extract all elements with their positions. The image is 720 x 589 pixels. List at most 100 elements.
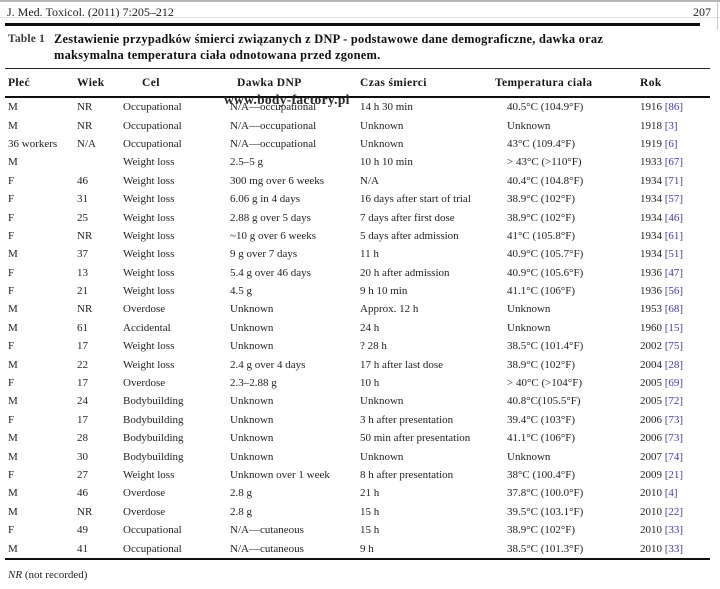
cell-age: 21	[77, 285, 88, 298]
cell-time-of-death: ? 28 h	[360, 340, 387, 353]
year-value: 2009	[640, 469, 662, 481]
reference-link[interactable]: [67]	[664, 156, 684, 169]
reference-link[interactable]: [71]	[664, 174, 684, 187]
table-row: M NR Overdose Unknown Approx. 12 h Unkno…	[5, 300, 710, 318]
cell-body-temperature: Unknown	[507, 450, 551, 463]
cell-body-temperature: 38.5°C (101.3°F)	[507, 542, 584, 555]
year-value: 1934	[640, 229, 662, 242]
running-head: J. Med. Toxicol. (2011) 7:205–212 207	[7, 5, 711, 20]
year-value: 2007	[640, 450, 662, 463]
cell-purpose: Occupational	[123, 119, 182, 132]
cell-dose: Unknown	[230, 340, 274, 353]
cell-year: 2007 [74]	[637, 447, 710, 465]
cell-time-of-death: Unknown	[360, 395, 404, 408]
cell-sex: F	[8, 174, 15, 187]
cell-purpose: Overdose	[123, 303, 166, 316]
cell-sex: F	[8, 229, 15, 242]
reference-link[interactable]: [69]	[664, 377, 684, 390]
table-row: M 46 Overdose 2.8 g 21 h 37.8°C (100.0°F…	[5, 484, 710, 502]
reference-link[interactable]: [73]	[664, 432, 684, 445]
reference-link[interactable]: [22]	[664, 505, 684, 518]
cell-year: 2005 [72]	[637, 392, 710, 410]
cell-dose: N/A—cutaneous	[230, 542, 304, 555]
cell-time-of-death: 24 h	[360, 321, 380, 334]
cell-age: 17	[77, 413, 88, 426]
col-header-dose: Dawka DNP	[230, 68, 360, 98]
col-header-purpose: Cel	[123, 68, 230, 98]
table-row: F 17 Bodybuilding Unknown 3 h after pres…	[5, 411, 710, 429]
year-value: 1916	[640, 101, 662, 114]
cell-dose: N/A—occupational	[230, 101, 317, 114]
reference-link[interactable]: [3]	[664, 119, 678, 132]
table-row: F 21 Weight loss 4.5 g 9 h 10 min 41.1°C…	[5, 282, 710, 300]
table-row: M 37 Weight loss 9 g over 7 days 11 h 40…	[5, 245, 710, 263]
reference-link[interactable]: [33]	[664, 524, 684, 537]
cell-purpose: Weight loss	[123, 340, 175, 353]
footnote-abbreviation: NR	[8, 569, 23, 581]
reference-link[interactable]: [51]	[664, 248, 684, 261]
reference-link[interactable]: [28]	[664, 358, 684, 371]
cell-time-of-death: 3 h after presentation	[360, 413, 454, 426]
cell-time-of-death: 16 days after start of trial	[360, 193, 471, 206]
reference-link[interactable]: [21]	[664, 469, 684, 481]
table-caption: Table 1 Zestawienie przypadków śmierci z…	[8, 32, 666, 63]
cell-age: 24	[77, 395, 88, 408]
cell-body-temperature: 39.5°C (103.1°F)	[507, 505, 584, 518]
reference-link[interactable]: [46]	[664, 211, 684, 224]
reference-link[interactable]: [47]	[664, 266, 684, 279]
cell-sex: F	[8, 469, 15, 481]
cell-dose: Unknown	[230, 303, 274, 316]
reference-link[interactable]: [15]	[664, 321, 684, 334]
table-row: F 17 Overdose 2.3–2.88 g 10 h > 40°C (>1…	[5, 374, 710, 392]
year-value: 1934	[640, 193, 662, 206]
cell-time-of-death: 10 h	[360, 377, 380, 390]
cell-purpose: Weight loss	[123, 193, 175, 206]
reference-link[interactable]: [73]	[664, 413, 684, 426]
cell-purpose: Occupational	[123, 524, 182, 537]
cell-body-temperature: 38.9°C (102°F)	[507, 358, 576, 371]
reference-link[interactable]: [61]	[664, 229, 684, 242]
table-label: Table 1	[8, 33, 46, 45]
cell-sex: M	[8, 450, 18, 463]
reference-link[interactable]: [56]	[664, 285, 684, 298]
cell-sex: M	[8, 487, 18, 500]
cell-year: 1916 [86]	[637, 97, 710, 116]
cell-purpose: Bodybuilding	[123, 432, 184, 445]
cell-dose: 4.5 g	[230, 285, 252, 298]
cell-dose: N/A—cutaneous	[230, 524, 304, 537]
cell-time-of-death: Unknown	[360, 119, 404, 132]
cell-age: NR	[77, 505, 93, 518]
cell-body-temperature: 40.8°C(105.5°F)	[507, 395, 581, 408]
table-row: F NR Weight loss ~10 g over 6 weeks 5 da…	[5, 227, 710, 245]
reference-link[interactable]: [6]	[664, 137, 678, 150]
cell-body-temperature: 41.1°C (106°F)	[507, 432, 576, 445]
cell-year: 1936 [56]	[637, 282, 710, 300]
cell-age: 41	[77, 542, 88, 555]
cell-age: 25	[77, 211, 88, 224]
cell-purpose: Bodybuilding	[123, 413, 184, 426]
reference-link[interactable]: [57]	[664, 193, 684, 206]
cell-dose: Unknown	[230, 321, 274, 334]
year-value: 2010	[640, 487, 662, 500]
reference-link[interactable]: [4]	[664, 487, 678, 500]
year-value: 2006	[640, 432, 662, 445]
cell-dose: 9 g over 7 days	[230, 248, 298, 261]
cell-age: NR	[77, 101, 93, 114]
cell-time-of-death: 50 min after presentation	[360, 432, 471, 445]
cell-age: 30	[77, 450, 88, 463]
cell-body-temperature: 43°C (109.4°F)	[507, 137, 576, 150]
reference-link[interactable]: [72]	[664, 395, 684, 408]
cell-body-temperature: Unknown	[507, 303, 551, 316]
reference-link[interactable]: [86]	[664, 101, 684, 114]
cell-year: 2002 [75]	[637, 337, 710, 355]
cell-dose: 300 mg over 6 weeks	[230, 174, 325, 187]
reference-link[interactable]: [68]	[664, 303, 684, 316]
cell-year: 2006 [73]	[637, 429, 710, 447]
reference-link[interactable]: [74]	[664, 450, 684, 463]
reference-link[interactable]: [33]	[664, 542, 684, 555]
table-row: M 28 Bodybuilding Unknown 50 min after p…	[5, 429, 710, 447]
journal-citation: J. Med. Toxicol. (2011) 7:205–212	[7, 5, 174, 19]
reference-link[interactable]: [75]	[664, 340, 684, 353]
cell-year: 1953 [68]	[637, 300, 710, 318]
